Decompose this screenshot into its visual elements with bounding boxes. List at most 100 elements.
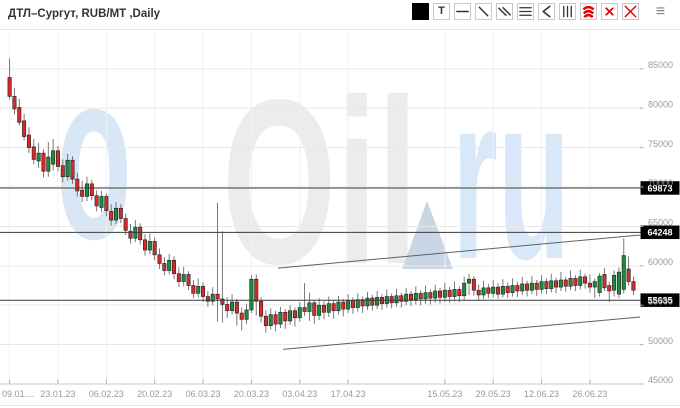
triple-horizontal-icon	[519, 7, 532, 16]
candle	[244, 303, 249, 325]
candle	[307, 292, 312, 321]
fibonacci-arcs-tool[interactable]	[580, 3, 597, 20]
angle-left-icon	[542, 5, 551, 18]
horizontal-line-tool[interactable]	[454, 3, 471, 20]
vertical-lines-tool[interactable]	[559, 3, 576, 20]
trend-line-tool[interactable]	[475, 3, 492, 20]
cross-small-icon	[605, 7, 614, 16]
text-tool[interactable]: T	[433, 3, 450, 20]
x-axis-label: 17.04.23	[331, 389, 366, 399]
y-axis-label: 85000	[648, 60, 673, 70]
candle	[457, 286, 462, 303]
candle	[167, 253, 172, 275]
candle	[631, 276, 636, 295]
candle	[186, 271, 191, 291]
candle	[60, 159, 65, 183]
candle	[486, 283, 491, 299]
chart-header: ДТЛ–Сургут, RUB/МТ ,Daily T ≡	[0, 0, 680, 30]
candle	[55, 146, 60, 172]
watermark-letters: o	[56, 21, 132, 289]
candle	[46, 142, 51, 177]
candle	[520, 276, 525, 295]
delete-tool[interactable]	[601, 3, 618, 20]
price-badge	[640, 225, 680, 240]
candle	[273, 310, 278, 332]
candle	[172, 256, 177, 280]
candle	[7, 58, 12, 100]
candle	[26, 127, 31, 154]
candle	[133, 220, 138, 243]
candle	[331, 300, 336, 319]
x-axis-label: 03.04.23	[282, 389, 317, 399]
fan-lines-tool[interactable]	[538, 3, 555, 20]
candle	[534, 279, 539, 296]
double-diagonal-icon	[498, 7, 511, 16]
x-axis-label: 20.03.23	[234, 389, 269, 399]
candle	[336, 295, 341, 315]
candle	[234, 298, 239, 326]
candle	[428, 289, 433, 305]
trend-line	[282, 316, 641, 350]
candle	[302, 283, 307, 317]
x-axis-label: 06.02.23	[89, 389, 124, 399]
candle	[17, 98, 22, 126]
parallel-channel-tool[interactable]	[496, 3, 513, 20]
candle	[360, 296, 365, 314]
candle	[230, 294, 235, 315]
horizontal-levels-tool[interactable]	[517, 3, 534, 20]
candle	[612, 270, 617, 297]
candle	[249, 275, 254, 314]
x-axis-label: 09.01....	[2, 389, 35, 399]
horizontal-line-icon	[456, 10, 469, 13]
delete-all-tool[interactable]	[622, 3, 639, 20]
price-badge-label: 55635	[647, 296, 672, 306]
y-axis-label: 60000	[648, 257, 673, 267]
candle	[297, 302, 302, 322]
candle	[312, 299, 317, 325]
candle	[549, 273, 554, 293]
candle	[462, 276, 467, 300]
candle	[365, 291, 370, 310]
candle	[263, 309, 268, 333]
price-badge-label: 64248	[647, 228, 672, 238]
candle	[607, 281, 612, 303]
candle	[99, 190, 104, 213]
candle	[389, 293, 394, 309]
candle	[220, 231, 225, 323]
candle	[51, 138, 56, 171]
candle	[70, 156, 75, 184]
trend-channel[interactable]	[277, 234, 641, 350]
candle	[89, 179, 94, 201]
trend-line	[277, 234, 641, 269]
y-axis-label: 70000	[648, 178, 673, 188]
price-badge	[640, 293, 680, 307]
candle	[452, 281, 457, 302]
candle	[80, 180, 85, 202]
candle	[65, 153, 70, 181]
candle	[370, 294, 375, 311]
candle	[355, 293, 360, 312]
candle	[496, 283, 501, 299]
candle	[138, 223, 143, 245]
candle	[239, 307, 244, 331]
x-axis-label: 23.01.23	[40, 389, 75, 399]
candle	[573, 275, 578, 292]
chart-menu-button[interactable]: ≡	[652, 3, 669, 20]
candle	[225, 297, 230, 318]
candle	[12, 87, 17, 115]
candle	[418, 290, 423, 306]
candle	[592, 278, 597, 299]
diagonal-line-icon	[478, 6, 489, 17]
candle	[578, 269, 583, 290]
candle	[467, 273, 472, 295]
candle	[544, 278, 549, 295]
candle	[515, 281, 520, 298]
price-lines[interactable]: 69873 64248 55635	[0, 181, 680, 307]
x-axis-label: 20.02.23	[137, 389, 172, 399]
candle	[104, 193, 109, 217]
color-swatch-tool[interactable]	[412, 3, 429, 20]
price-badge-label: 69873	[647, 183, 672, 193]
candle	[259, 297, 264, 323]
candle	[196, 278, 201, 298]
